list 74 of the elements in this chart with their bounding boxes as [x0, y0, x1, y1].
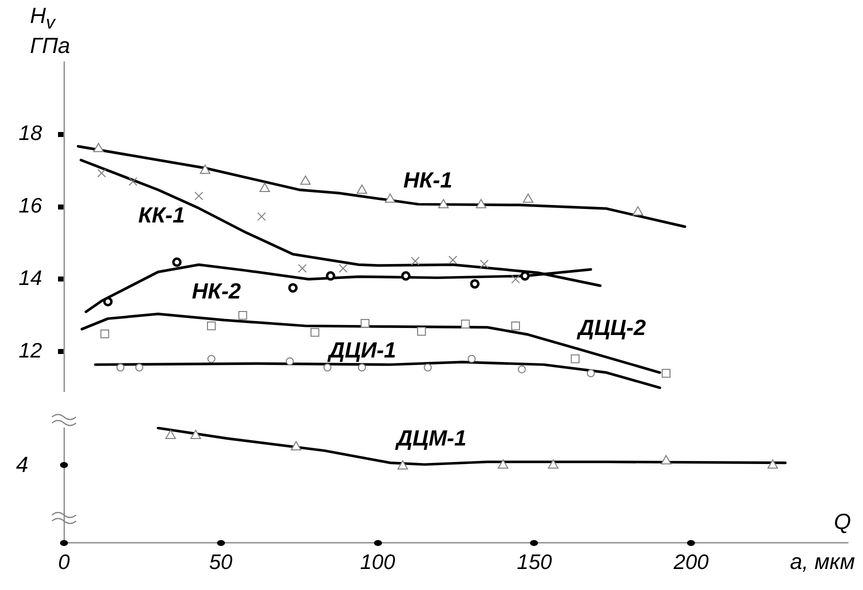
x-tick-label: 0 [58, 551, 70, 574]
point [128, 177, 138, 186]
point [511, 321, 520, 330]
point [570, 354, 580, 364]
point [632, 206, 644, 216]
point [323, 364, 332, 372]
y-tick-label: 16 [18, 194, 42, 218]
series-label: ДЦЦ-2 [576, 315, 647, 340]
point [290, 441, 302, 450]
point [257, 212, 266, 221]
point [468, 354, 476, 363]
point [480, 260, 489, 268]
point [522, 194, 534, 203]
x-axis-title: a, мкм [790, 548, 855, 575]
point [298, 264, 307, 273]
point [518, 365, 526, 374]
point [662, 368, 670, 378]
point [401, 271, 411, 281]
point [207, 354, 216, 363]
point [135, 364, 144, 372]
point [438, 198, 449, 208]
point [172, 257, 182, 267]
x-tick-label: 100 [360, 551, 396, 574]
point [498, 459, 508, 469]
point [360, 318, 370, 328]
point [476, 198, 486, 208]
point [310, 328, 320, 337]
point [93, 142, 104, 152]
point [470, 279, 480, 289]
point [207, 321, 216, 330]
point [424, 364, 432, 372]
point [338, 264, 348, 273]
point [520, 271, 530, 281]
point [194, 192, 204, 200]
point [100, 329, 110, 338]
point [288, 283, 298, 293]
annotation: Q [834, 508, 851, 535]
y-tick-label: 12 [18, 339, 42, 362]
series-label: ДЦМ-1 [394, 426, 466, 451]
point [97, 168, 106, 178]
point [116, 364, 124, 372]
point [767, 459, 778, 469]
point [190, 430, 201, 440]
text: 4 [16, 452, 28, 478]
point [300, 175, 311, 185]
point [660, 455, 672, 464]
point [548, 459, 558, 469]
point [259, 182, 270, 192]
point [165, 430, 176, 440]
x-tick-label: 200 [672, 551, 710, 574]
point [417, 326, 426, 336]
point [356, 184, 368, 194]
point [358, 364, 366, 372]
point [326, 271, 336, 281]
point [511, 274, 520, 284]
series-label: ДЦИ-1 [326, 338, 396, 363]
point [461, 320, 470, 328]
point [384, 194, 396, 203]
point [103, 296, 113, 306]
y-axis-title: H$_{v}$ ГПа [30, 3, 72, 58]
x-tick-label: 150 [516, 551, 552, 574]
series-label: НК-1 [403, 167, 452, 192]
point [200, 164, 210, 174]
point [586, 369, 595, 378]
point [238, 310, 248, 320]
y-tick-label: 18 [18, 122, 42, 146]
series-label: КК-1 [138, 202, 185, 228]
point [286, 357, 294, 366]
point [397, 460, 408, 470]
x-tick-label: 50 [209, 551, 233, 574]
series-label: НК-2 [192, 278, 242, 304]
point [448, 256, 458, 264]
y-tick-label: 14 [18, 267, 42, 290]
point [410, 256, 420, 266]
